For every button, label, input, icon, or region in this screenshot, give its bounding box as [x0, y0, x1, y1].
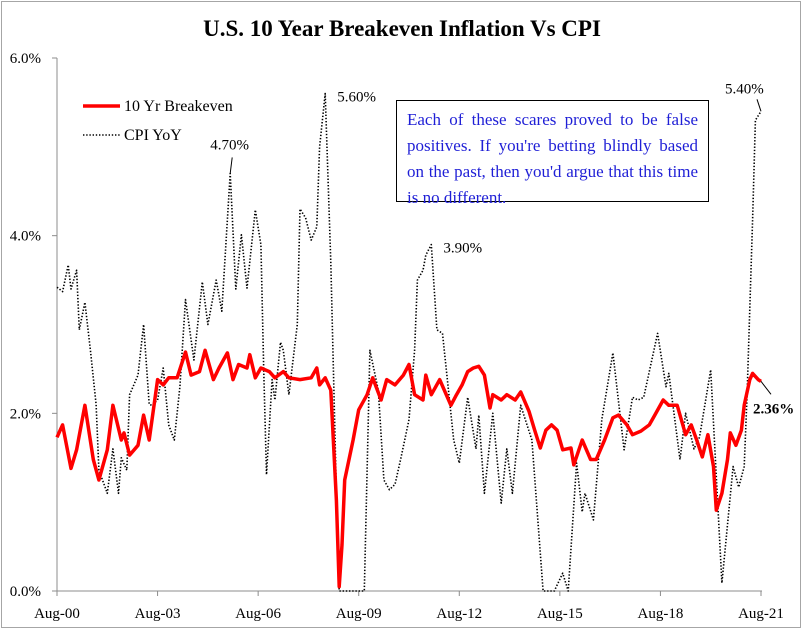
annotations: 4.70% 5.60% 3.90% 5.40% 2.36% [210, 81, 794, 417]
annotation-leader-line [756, 99, 762, 112]
x-tick-label: Aug-00 [34, 606, 80, 622]
annotation-note-box: Each of these scares proved to be false … [396, 100, 709, 207]
chart-title: U.S. 10 Year Breakeven Inflation Vs CPI [203, 16, 601, 41]
x-tick-label: Aug-15 [537, 606, 583, 622]
y-tick-label: 6.0% [10, 51, 41, 67]
x-tick-label: Aug-21 [738, 606, 784, 622]
annotation-label: 3.90% [443, 241, 482, 257]
y-tick-label: 4.0% [10, 229, 41, 245]
x-tick-label: Aug-12 [436, 606, 482, 622]
axes: 0.0% 2.0% 4.0% 6.0% Aug-00 Aug-03 Aug-06 Aug-09… [10, 51, 784, 622]
x-tick-label: Aug-03 [135, 606, 181, 622]
cpi-series-line [56, 92, 762, 592]
legend-label-breakeven: 10 Yr Breakeven [124, 98, 233, 115]
x-tick-label: Aug-06 [235, 606, 281, 622]
annotation-leader-line [760, 381, 772, 395]
annotation-label: 4.70% [210, 137, 249, 153]
series-layer [55, 92, 762, 592]
x-tick-label: Aug-09 [336, 606, 382, 622]
breakeven-series-line [55, 348, 762, 589]
annotation-label: 5.40% [725, 81, 764, 97]
x-tick-label: Aug-18 [638, 606, 684, 622]
annotation-label: 5.60% [337, 90, 376, 106]
y-tick-label: 2.0% [10, 406, 41, 422]
annotation-leader-line [229, 157, 233, 174]
annotation-label: 2.36% [753, 401, 794, 417]
y-tick-label: 0.0% [10, 584, 41, 600]
legend: 10 Yr Breakeven CPI YoY [83, 98, 233, 144]
legend-label-cpi: CPI YoY [124, 127, 182, 144]
